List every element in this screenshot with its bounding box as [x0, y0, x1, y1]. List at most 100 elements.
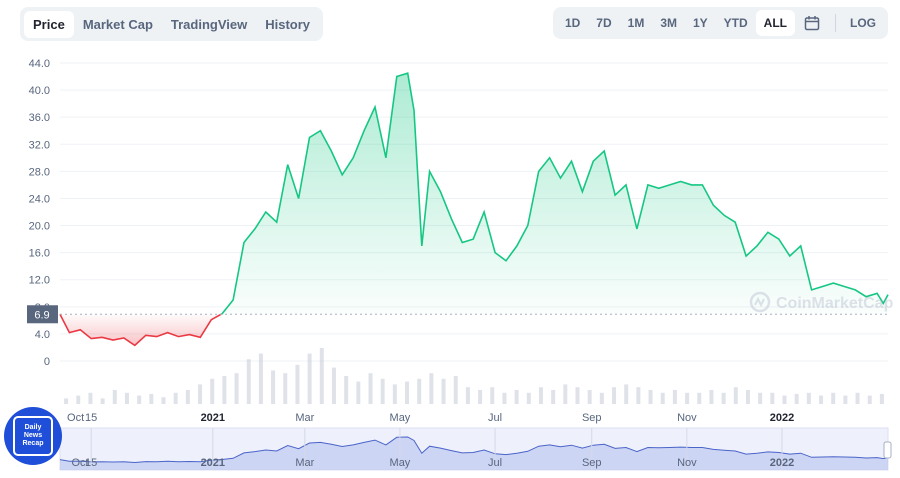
y-tick-label: 32.0	[29, 139, 50, 151]
navigator-area	[60, 437, 888, 470]
volume-bar	[356, 381, 361, 404]
price-area	[60, 73, 888, 346]
logo-line-1: Daily	[24, 424, 42, 431]
y-tick-label: 12.0	[29, 275, 50, 287]
time-range-selector: 1D 7D 1M 3M 1Y YTD ALL LOG	[552, 7, 888, 39]
range-navigator: 15 2021 Mar May Jul Sep Nov 2022 Oct	[59, 427, 892, 471]
navigator-tick-label: Oct	[71, 457, 88, 469]
range-1d-button[interactable]: 1D	[564, 16, 581, 30]
volume-bar	[161, 397, 166, 404]
navigator-handle[interactable]	[883, 441, 892, 459]
coinmarketcap-logo-icon	[749, 291, 771, 313]
navigator-tick-label: 2021	[201, 457, 225, 469]
volume-bar	[551, 390, 556, 404]
volume-bar	[417, 378, 422, 404]
price-area-down	[60, 314, 221, 346]
price-area-up	[221, 73, 888, 315]
navigator-tick-label: 2022	[770, 457, 794, 469]
volume-bar	[672, 390, 677, 404]
volume-bar	[465, 387, 470, 404]
range-1m-button[interactable]: 1M	[627, 16, 645, 30]
watermark-text: CoinMarketCap	[776, 295, 894, 312]
volume-bar	[819, 395, 824, 404]
x-axis: Oct 15 2021 Mar May Jul Sep Nov 2022	[67, 412, 794, 424]
volume-bar	[867, 395, 872, 404]
volume-bar	[660, 392, 665, 404]
range-all-button[interactable]: ALL	[755, 10, 795, 36]
range-7d-button[interactable]: 7D	[596, 16, 612, 30]
volume-bar	[782, 395, 787, 404]
price-line-up	[220, 72, 889, 315]
volume-bar	[794, 393, 799, 404]
volume-bar	[624, 384, 629, 404]
navigator-line	[59, 436, 889, 464]
volume-bar	[283, 373, 288, 404]
volume-bar	[112, 390, 117, 404]
volume-bar	[843, 395, 848, 404]
log-scale-toggle[interactable]: LOG	[850, 16, 876, 30]
y-tick-label: 24.0	[29, 193, 50, 205]
range-1y-button[interactable]: 1Y	[692, 16, 708, 30]
tab-market-cap[interactable]: Market Cap	[82, 16, 153, 32]
volume-bar	[745, 390, 750, 404]
volume-bar	[198, 384, 203, 404]
volume-bar	[380, 378, 385, 404]
y-tick-label: 20.0	[29, 221, 50, 233]
range-ytd-button[interactable]: YTD	[723, 16, 748, 30]
volume-bar	[137, 395, 142, 404]
volume-bar	[478, 390, 483, 404]
logo-line-2: News	[23, 432, 43, 439]
range-divider	[835, 14, 836, 32]
volume-bar	[806, 392, 811, 404]
volume-bar	[563, 384, 568, 404]
volume-bar	[636, 387, 641, 404]
y-tick-label: 28.0	[29, 166, 50, 178]
navigator-tick-label: May	[390, 457, 411, 469]
volume-bar	[575, 387, 580, 404]
volume-bar	[331, 367, 336, 404]
coinmarketcap-watermark: CoinMarketCap	[749, 291, 894, 313]
volume-bar	[733, 387, 738, 404]
calendar-icon[interactable]	[801, 13, 823, 33]
volume-bar	[185, 390, 190, 404]
y-axis: 04.08.012.016.020.024.028.032.036.040.04…	[29, 58, 50, 368]
volume-bar	[149, 393, 154, 404]
volume-bar	[344, 376, 349, 404]
volume-bar	[100, 398, 105, 404]
volume-bars	[64, 348, 884, 404]
y-tick-label: 40.0	[29, 85, 50, 97]
volume-bar	[587, 390, 592, 404]
volume-bar	[490, 387, 495, 404]
y-tick-label: 4.0	[35, 329, 50, 341]
volume-bar	[526, 392, 531, 404]
volume-bar	[392, 384, 397, 404]
navigator-tick-label: Sep	[582, 457, 602, 469]
tab-history[interactable]: History	[265, 16, 311, 32]
volume-bar	[295, 364, 300, 404]
current-price-badge: 6.9	[27, 305, 58, 324]
x-tick-label: Jul	[488, 412, 502, 424]
price-line	[59, 72, 889, 347]
volume-bar	[758, 392, 763, 404]
volume-bar	[429, 373, 434, 404]
range-3m-button[interactable]: 3M	[660, 16, 677, 30]
tab-tradingview[interactable]: TradingView	[170, 16, 248, 32]
volume-bar	[770, 392, 775, 404]
volume-bar	[124, 392, 129, 404]
volume-bar	[210, 378, 215, 404]
y-tick-label: 16.0	[29, 248, 50, 260]
navigator-tick-label: Mar	[295, 457, 314, 469]
x-tick-label: Nov	[677, 412, 697, 424]
volume-bar	[514, 390, 519, 404]
volume-bar	[234, 373, 239, 404]
x-tick-label: May	[390, 412, 411, 424]
volume-bar	[648, 390, 653, 404]
price-badge-bg	[27, 305, 58, 324]
tab-price[interactable]: Price	[24, 10, 74, 38]
volume-bar	[88, 392, 93, 404]
volume-bar	[709, 390, 714, 404]
x-tick-label: 2022	[770, 412, 794, 424]
daily-news-recap-logo[interactable]: Daily News Recap	[4, 407, 62, 465]
navigator-tick-label: 15	[85, 457, 97, 469]
